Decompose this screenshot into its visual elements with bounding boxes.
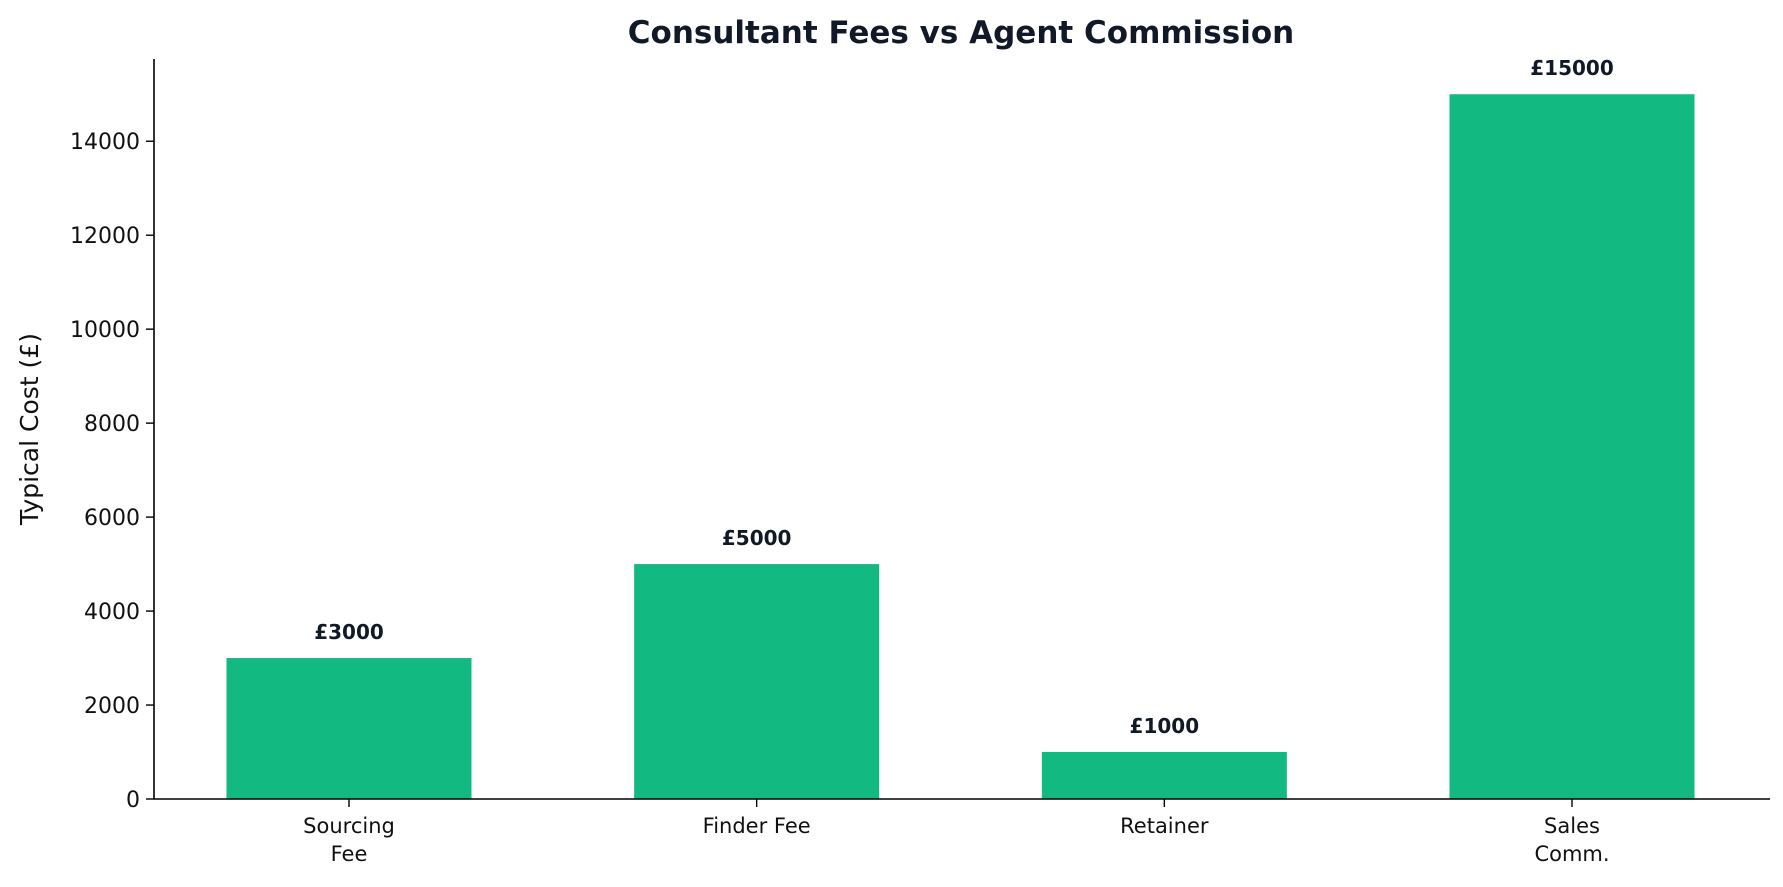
y-tick-label: 2000 [84,694,140,719]
x-tick-label-line: Finder Fee [703,814,811,838]
y-tick-label: 10000 [70,318,140,343]
x-tick-label: Finder Fee [703,814,811,838]
x-tick-label: Sourcing Fee [303,814,395,866]
bar [226,658,472,799]
y-axis-ticks: 0 2000 4000 6000 8000 10000 12000 14000 [70,130,154,813]
bar [1041,752,1287,799]
bar-data-label: £1000 [1130,714,1200,738]
x-axis-ticks: Sourcing Fee Finder Fee Retainer Sales Comm. [303,799,1610,866]
x-tick-label-line: Comm. [1534,842,1609,866]
x-tick-label: Sales Comm. [1534,814,1609,866]
y-tick-label: 0 [126,788,140,813]
y-tick-label: 6000 [84,506,140,531]
chart-title: Consultant Fees vs Agent Commission [628,15,1294,51]
bars: £3000 £5000 £1000 £15000 [226,56,1695,799]
x-tick-label-line: Sourcing [303,814,395,838]
x-tick-label: Retainer [1120,814,1209,838]
bar-data-label: £3000 [314,620,384,644]
y-tick-label: 8000 [84,412,140,437]
y-tick-label: 14000 [70,130,140,155]
bar-data-label: £5000 [722,526,792,550]
bar [634,564,880,799]
bar [1449,94,1695,799]
y-tick-label: 4000 [84,600,140,625]
y-tick-label: 12000 [70,224,140,249]
y-axis-label: Typical Cost (£) [15,333,44,526]
x-tick-label-line: Sales [1544,814,1600,838]
bar-data-label: £15000 [1530,56,1614,80]
x-tick-label-line: Retainer [1120,814,1209,838]
x-tick-label-line: Fee [331,842,368,866]
